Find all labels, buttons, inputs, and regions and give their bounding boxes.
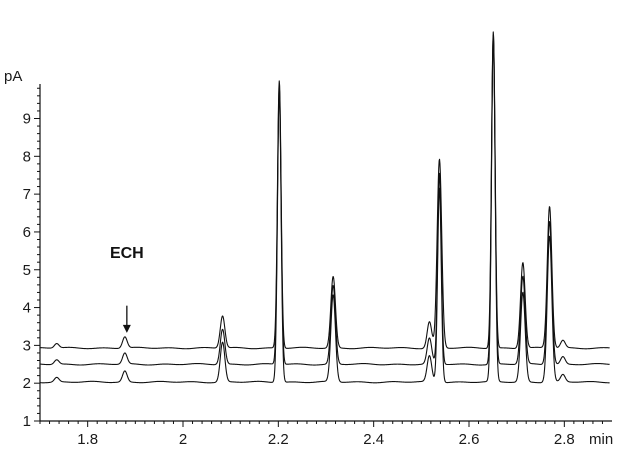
axes: 1 2 3 4 5 6 7 8 9 1.8 2 2.2 2.4 2.6 2.8 pA min: [4, 68, 613, 448]
traces: [39, 31, 610, 384]
y-tick-label: 4: [23, 300, 31, 317]
y-tick-label: 1: [23, 413, 31, 430]
x-tick-label: 2: [179, 431, 187, 448]
chromatogram-trace-1: [39, 31, 610, 350]
x-tick-label: 2.4: [363, 431, 384, 448]
x-tick-label: 2.2: [268, 431, 289, 448]
y-tick-label: 7: [23, 186, 31, 203]
x-tick-label: 2.6: [459, 431, 480, 448]
chromatogram-trace-2: [39, 34, 610, 366]
annotation-label: ECH: [110, 245, 144, 262]
y-axis-unit: pA: [4, 68, 22, 85]
annotation: ECH: [110, 245, 144, 333]
y-tick-label: 2: [23, 375, 31, 392]
chromatogram-trace-3: [39, 37, 610, 384]
annotation-arrow-head: [122, 324, 131, 333]
x-tick-label: 1.8: [77, 431, 98, 448]
y-tick-label: 9: [23, 111, 31, 128]
y-tick-label: 6: [23, 224, 31, 241]
x-tick-label: 2.8: [554, 431, 575, 448]
y-tick-label: 3: [23, 337, 31, 354]
y-tick-label: 8: [23, 148, 31, 165]
y-tick-label: 5: [23, 262, 31, 279]
x-axis-unit: min: [589, 431, 613, 448]
